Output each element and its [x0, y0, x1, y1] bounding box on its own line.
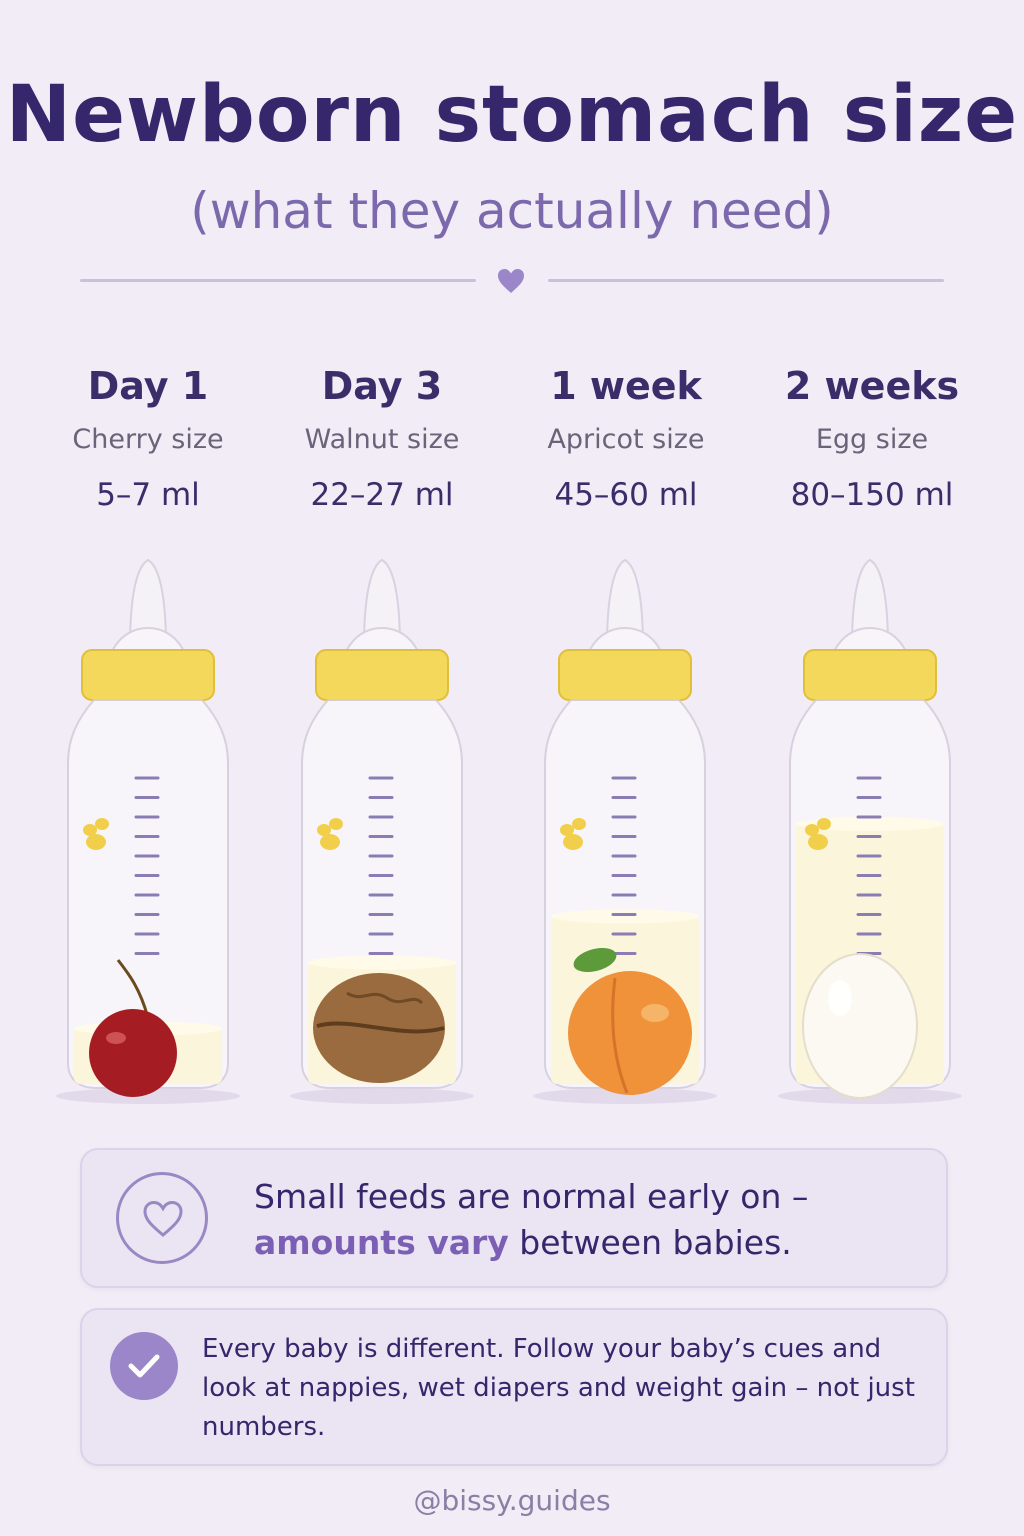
stage-day-label: Day 1: [87, 364, 209, 408]
apricot-crease: [611, 977, 629, 1094]
egg-shine: [828, 980, 852, 1016]
nipple: [362, 558, 402, 649]
stage-size-label: Egg size: [815, 424, 929, 455]
stage-day-label: 1 week: [550, 364, 702, 408]
walnut-icon: [313, 973, 445, 1083]
page-title: Newborn stomach size: [5, 70, 1019, 160]
bottle-day-1: [56, 558, 240, 1104]
check-icon: [110, 1332, 178, 1400]
cherry-shine: [106, 1032, 126, 1044]
nipple: [128, 558, 168, 649]
bottle-1-week: [533, 558, 717, 1104]
paw-pad: [808, 834, 828, 850]
paw-print-icon: [805, 818, 831, 850]
bottle-shadow: [533, 1088, 717, 1104]
tip-card: Every baby is different. Follow your bab…: [80, 1308, 948, 1466]
paw-print-icon: [83, 818, 109, 850]
stage-size-label: Apricot size: [547, 424, 705, 455]
milk-surface: [551, 909, 699, 924]
walnut-ridge: [346, 991, 424, 1005]
walnut-seam: [316, 1021, 445, 1034]
stage-amount-label: 22–27 ml: [310, 477, 454, 513]
paw-toe: [329, 818, 343, 830]
apricot-icon: [568, 947, 692, 1095]
bottle-day-3: [290, 558, 474, 1104]
bottle-cap: [803, 649, 937, 701]
paw-pad: [563, 834, 583, 850]
paw-toe: [805, 824, 819, 836]
info-text-end: between babies.: [519, 1223, 792, 1262]
paw-toe: [572, 818, 586, 830]
footer-handle: @bissy.guides: [413, 1484, 611, 1517]
paw-pad: [86, 834, 106, 850]
cherry-stem: [116, 959, 150, 1019]
stage-size-label: Cherry size: [72, 424, 224, 455]
paw-toe: [95, 818, 109, 830]
stage-day-label: 2 weeks: [784, 364, 960, 408]
info-text-highlight: amounts vary: [254, 1223, 509, 1262]
divider-left: [80, 279, 476, 282]
info-text: Small feeds are normal early on – amount…: [254, 1174, 914, 1266]
apricot-leaf: [573, 947, 617, 973]
apricot-shine: [641, 1004, 669, 1022]
bottle-cap: [558, 649, 692, 701]
egg-icon: [802, 953, 918, 1099]
divider-right: [548, 279, 944, 282]
nipple: [850, 558, 890, 649]
page-subtitle: (what they actually need): [190, 182, 834, 240]
info-card: Small feeds are normal early on – amount…: [80, 1148, 948, 1288]
paw-toe: [817, 818, 831, 830]
milk-surface: [308, 955, 456, 970]
bottle-cap: [315, 649, 449, 701]
stage-size-label: Walnut size: [304, 424, 460, 455]
stage-amount-label: 80–150 ml: [790, 477, 954, 513]
tip-text: Every baby is different. Follow your bab…: [202, 1334, 915, 1442]
paw-pad: [320, 834, 340, 850]
info-text-start: Small feeds are normal early on –: [254, 1177, 809, 1216]
heart-icon: [116, 1172, 208, 1264]
paw-toe: [317, 824, 331, 836]
paw-print-icon: [560, 818, 586, 850]
stage-amount-label: 45–60 ml: [554, 477, 698, 513]
bottle-2-weeks: [778, 558, 962, 1104]
egg-body: [802, 953, 918, 1099]
stage-amount-label: 5–7 ml: [96, 477, 200, 513]
stage-day-1: Day 1 Cherry size 5–7 ml: [28, 360, 268, 516]
cherry-body: [89, 1009, 177, 1097]
bottle-cap: [81, 649, 215, 701]
paw-toe: [560, 824, 574, 836]
stage-1-week: 1 week Apricot size 45–60 ml: [506, 360, 746, 516]
heart-divider-icon: [498, 269, 524, 293]
milk-surface: [796, 817, 944, 831]
stage-2-weeks: 2 weeks Egg size 80–150 ml: [752, 360, 992, 516]
nipple: [605, 558, 645, 649]
bottle-shadow: [56, 1088, 240, 1104]
apricot-body: [568, 971, 692, 1095]
stage-day-label: Day 3: [321, 364, 443, 408]
cherry-icon: [89, 959, 177, 1097]
paw-toe: [83, 824, 97, 836]
paw-print-icon: [317, 818, 343, 850]
bottle-shadow: [290, 1088, 474, 1104]
stage-day-3: Day 3 Walnut size 22–27 ml: [262, 360, 502, 516]
